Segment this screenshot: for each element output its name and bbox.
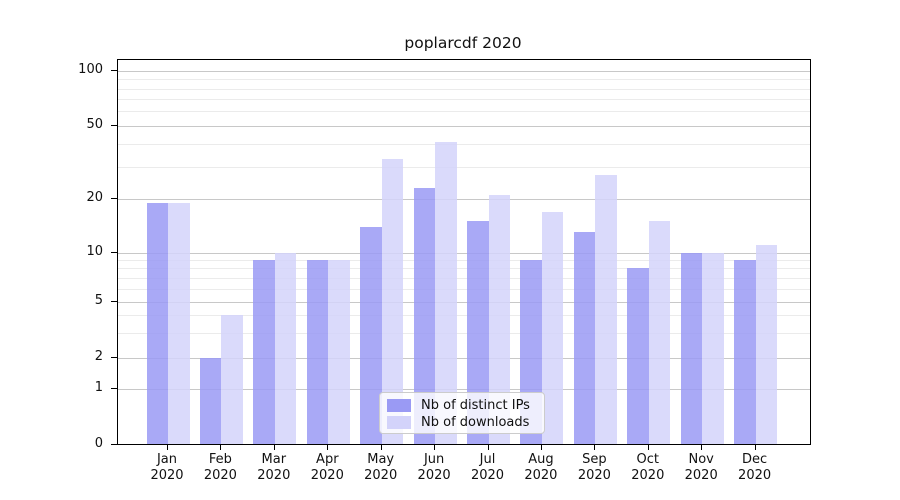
y-axis-tick-label: 50 bbox=[86, 116, 103, 132]
x-axis-tick-label-sep: Sep 2020 bbox=[577, 452, 611, 483]
y-axis-tick-label: 0 bbox=[94, 435, 103, 451]
legend-label-distinct-ips: Nb of distinct IPs bbox=[421, 398, 530, 413]
gridline-minor bbox=[118, 260, 810, 261]
x-axis-tick-label-oct: Oct 2020 bbox=[631, 452, 665, 483]
x-axis-tick-label-feb: Feb 2020 bbox=[203, 452, 237, 483]
y-axis-tick bbox=[111, 198, 117, 200]
legend-label-downloads: Nb of downloads bbox=[421, 415, 530, 430]
y-axis-tick-label: 1 bbox=[94, 380, 103, 396]
x-axis-tick bbox=[647, 444, 649, 450]
x-axis-tick-label-dec: Dec 2020 bbox=[738, 452, 772, 483]
x-axis-tick bbox=[273, 444, 275, 450]
y-axis-tick bbox=[111, 70, 117, 71]
gridline-major bbox=[118, 252, 810, 254]
bar-downloads-nov bbox=[702, 252, 724, 444]
x-axis-tick bbox=[220, 444, 222, 450]
x-axis-tick-label-jan: Jan 2020 bbox=[150, 452, 184, 483]
bar-distinct-ips-jan bbox=[146, 203, 168, 444]
y-axis-tick-label: 2 bbox=[94, 348, 103, 364]
bar-distinct-ips-mar bbox=[253, 260, 275, 444]
x-axis-tick-label-jul: Jul 2020 bbox=[470, 452, 505, 483]
x-axis-tick-label-nov: Nov 2020 bbox=[684, 452, 718, 483]
y-axis-tick bbox=[111, 300, 117, 302]
gridline-major bbox=[118, 125, 810, 127]
bar-downloads-sep bbox=[595, 175, 617, 444]
x-axis-tick-label-mar: Mar 2020 bbox=[257, 452, 291, 483]
gridline-minor bbox=[118, 288, 810, 290]
gridline-minor bbox=[118, 99, 810, 101]
bar-distinct-ips-apr bbox=[306, 260, 329, 444]
y-axis-tick bbox=[111, 124, 117, 126]
gridline-minor bbox=[118, 332, 810, 334]
gridline-minor bbox=[118, 166, 810, 168]
plot-area bbox=[117, 59, 811, 445]
y-axis-tick bbox=[111, 443, 117, 445]
y-axis-tick-label: 20 bbox=[86, 190, 103, 206]
bar-distinct-ips-feb bbox=[199, 357, 222, 444]
bar-downloads-may bbox=[381, 159, 404, 444]
bar-distinct-ips-jul bbox=[467, 221, 489, 444]
y-axis-tick bbox=[111, 356, 117, 358]
gridline-minor bbox=[118, 88, 810, 90]
x-axis-tick bbox=[754, 444, 756, 450]
gridline-major bbox=[118, 357, 810, 359]
bar-distinct-ips-nov bbox=[680, 252, 703, 444]
x-axis-tick bbox=[434, 444, 436, 450]
x-axis-tick-label-may: May 2020 bbox=[364, 452, 398, 483]
legend-item-downloads: Nb of downloads bbox=[387, 414, 536, 431]
y-axis-tick bbox=[111, 251, 117, 253]
x-axis-tick-label-apr: Apr 2020 bbox=[310, 452, 344, 483]
x-axis-tick bbox=[701, 444, 703, 450]
y-axis-tick-label: 100 bbox=[78, 62, 103, 77]
gridline-major bbox=[118, 71, 810, 72]
legend-swatch-downloads bbox=[387, 416, 411, 429]
gridline-minor bbox=[118, 315, 810, 317]
x-axis-tick bbox=[487, 444, 489, 450]
bar-downloads-jul bbox=[488, 195, 510, 444]
bar-downloads-jun bbox=[435, 141, 457, 444]
chart-title: poplarcdf 2020 bbox=[404, 34, 522, 52]
bar-downloads-apr bbox=[328, 260, 350, 444]
bar-downloads-feb bbox=[221, 315, 243, 444]
bar-downloads-jan bbox=[168, 203, 190, 444]
legend-item-distinct-ips: Nb of distinct IPs bbox=[387, 397, 536, 414]
gridline-minor bbox=[118, 79, 810, 81]
gridline-minor bbox=[118, 143, 810, 145]
gridline-major bbox=[118, 301, 810, 303]
bar-distinct-ips-jun bbox=[413, 188, 436, 444]
bar-downloads-oct bbox=[648, 221, 671, 444]
bar-downloads-aug bbox=[541, 211, 564, 444]
gridline-major bbox=[118, 389, 810, 391]
x-axis-tick bbox=[380, 444, 382, 450]
bar-distinct-ips-sep bbox=[573, 232, 596, 444]
gridline-minor bbox=[118, 268, 810, 270]
x-axis-tick-label-jun: Jun 2020 bbox=[417, 452, 451, 483]
gridline-minor bbox=[118, 111, 810, 113]
x-axis-tick bbox=[167, 444, 168, 450]
bar-distinct-ips-may bbox=[360, 226, 382, 444]
y-axis-tick-label: 10 bbox=[86, 243, 103, 259]
x-axis-tick-label-aug: Aug 2020 bbox=[524, 452, 558, 483]
gridline-major bbox=[118, 199, 810, 201]
x-axis-tick bbox=[594, 444, 596, 450]
x-axis-tick bbox=[327, 444, 329, 450]
y-axis-tick bbox=[111, 388, 117, 390]
y-axis-tick-label: 5 bbox=[94, 292, 103, 308]
legend: Nb of distinct IPs Nb of downloads bbox=[379, 392, 545, 434]
x-axis-tick bbox=[540, 444, 542, 450]
bar-downloads-mar bbox=[274, 252, 297, 444]
legend-swatch-distinct-ips bbox=[387, 399, 411, 412]
bar-distinct-ips-oct bbox=[627, 268, 649, 444]
gridline-minor bbox=[118, 277, 810, 279]
bar-distinct-ips-dec bbox=[734, 260, 756, 444]
bar-downloads-dec bbox=[755, 245, 778, 444]
